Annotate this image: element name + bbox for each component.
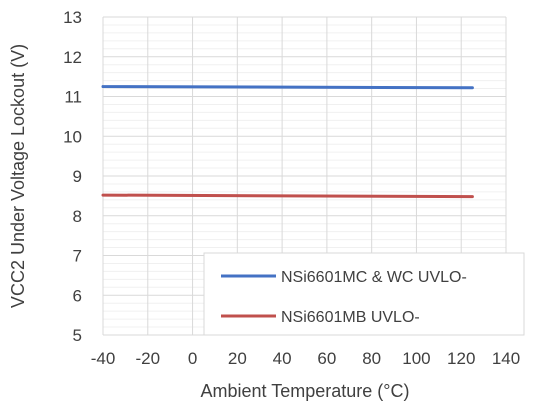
x-tick-label: 120: [447, 349, 475, 368]
y-tick-label: 6: [73, 286, 82, 305]
x-tick-label: 20: [228, 349, 247, 368]
x-tick-labels: -40 -20 0 20 40 60 80 100 120 140: [91, 349, 520, 368]
series-line-2: [101, 193, 474, 199]
y-tick-label: 9: [73, 167, 82, 186]
y-tick-label: 10: [63, 127, 82, 146]
x-tick-label: 40: [273, 349, 292, 368]
y-tick-label: 5: [73, 326, 82, 345]
y-axis-title: VCC2 Under Voltage Lockout (V): [8, 44, 28, 308]
x-tick-label: 60: [317, 349, 336, 368]
y-tick-label: 7: [73, 247, 82, 266]
series-line-1: [101, 85, 474, 90]
y-tick-labels: 5 6 7 8 9 10 11 12 13: [63, 8, 82, 345]
x-tick-label: -20: [135, 349, 160, 368]
legend: NSi6601MC & WC UVLO- NSi6601MB UVLO-: [203, 252, 525, 336]
x-tick-label: 100: [402, 349, 430, 368]
legend-box: [203, 252, 525, 336]
x-tick-label: 0: [188, 349, 197, 368]
x-tick-label: 80: [362, 349, 381, 368]
x-tick-label: -40: [91, 349, 116, 368]
y-tick-label: 13: [63, 8, 82, 27]
y-tick-label: 8: [73, 207, 82, 226]
legend-label-2: NSi6601MB UVLO-: [281, 309, 420, 326]
y-tick-label: 12: [63, 48, 82, 67]
legend-label-1: NSi6601MC & WC UVLO-: [281, 269, 467, 286]
x-tick-label: 140: [492, 349, 520, 368]
series-layer: [101, 85, 474, 199]
x-axis-title: Ambient Temperature (°C): [201, 381, 410, 401]
y-tick-label: 11: [64, 88, 82, 107]
